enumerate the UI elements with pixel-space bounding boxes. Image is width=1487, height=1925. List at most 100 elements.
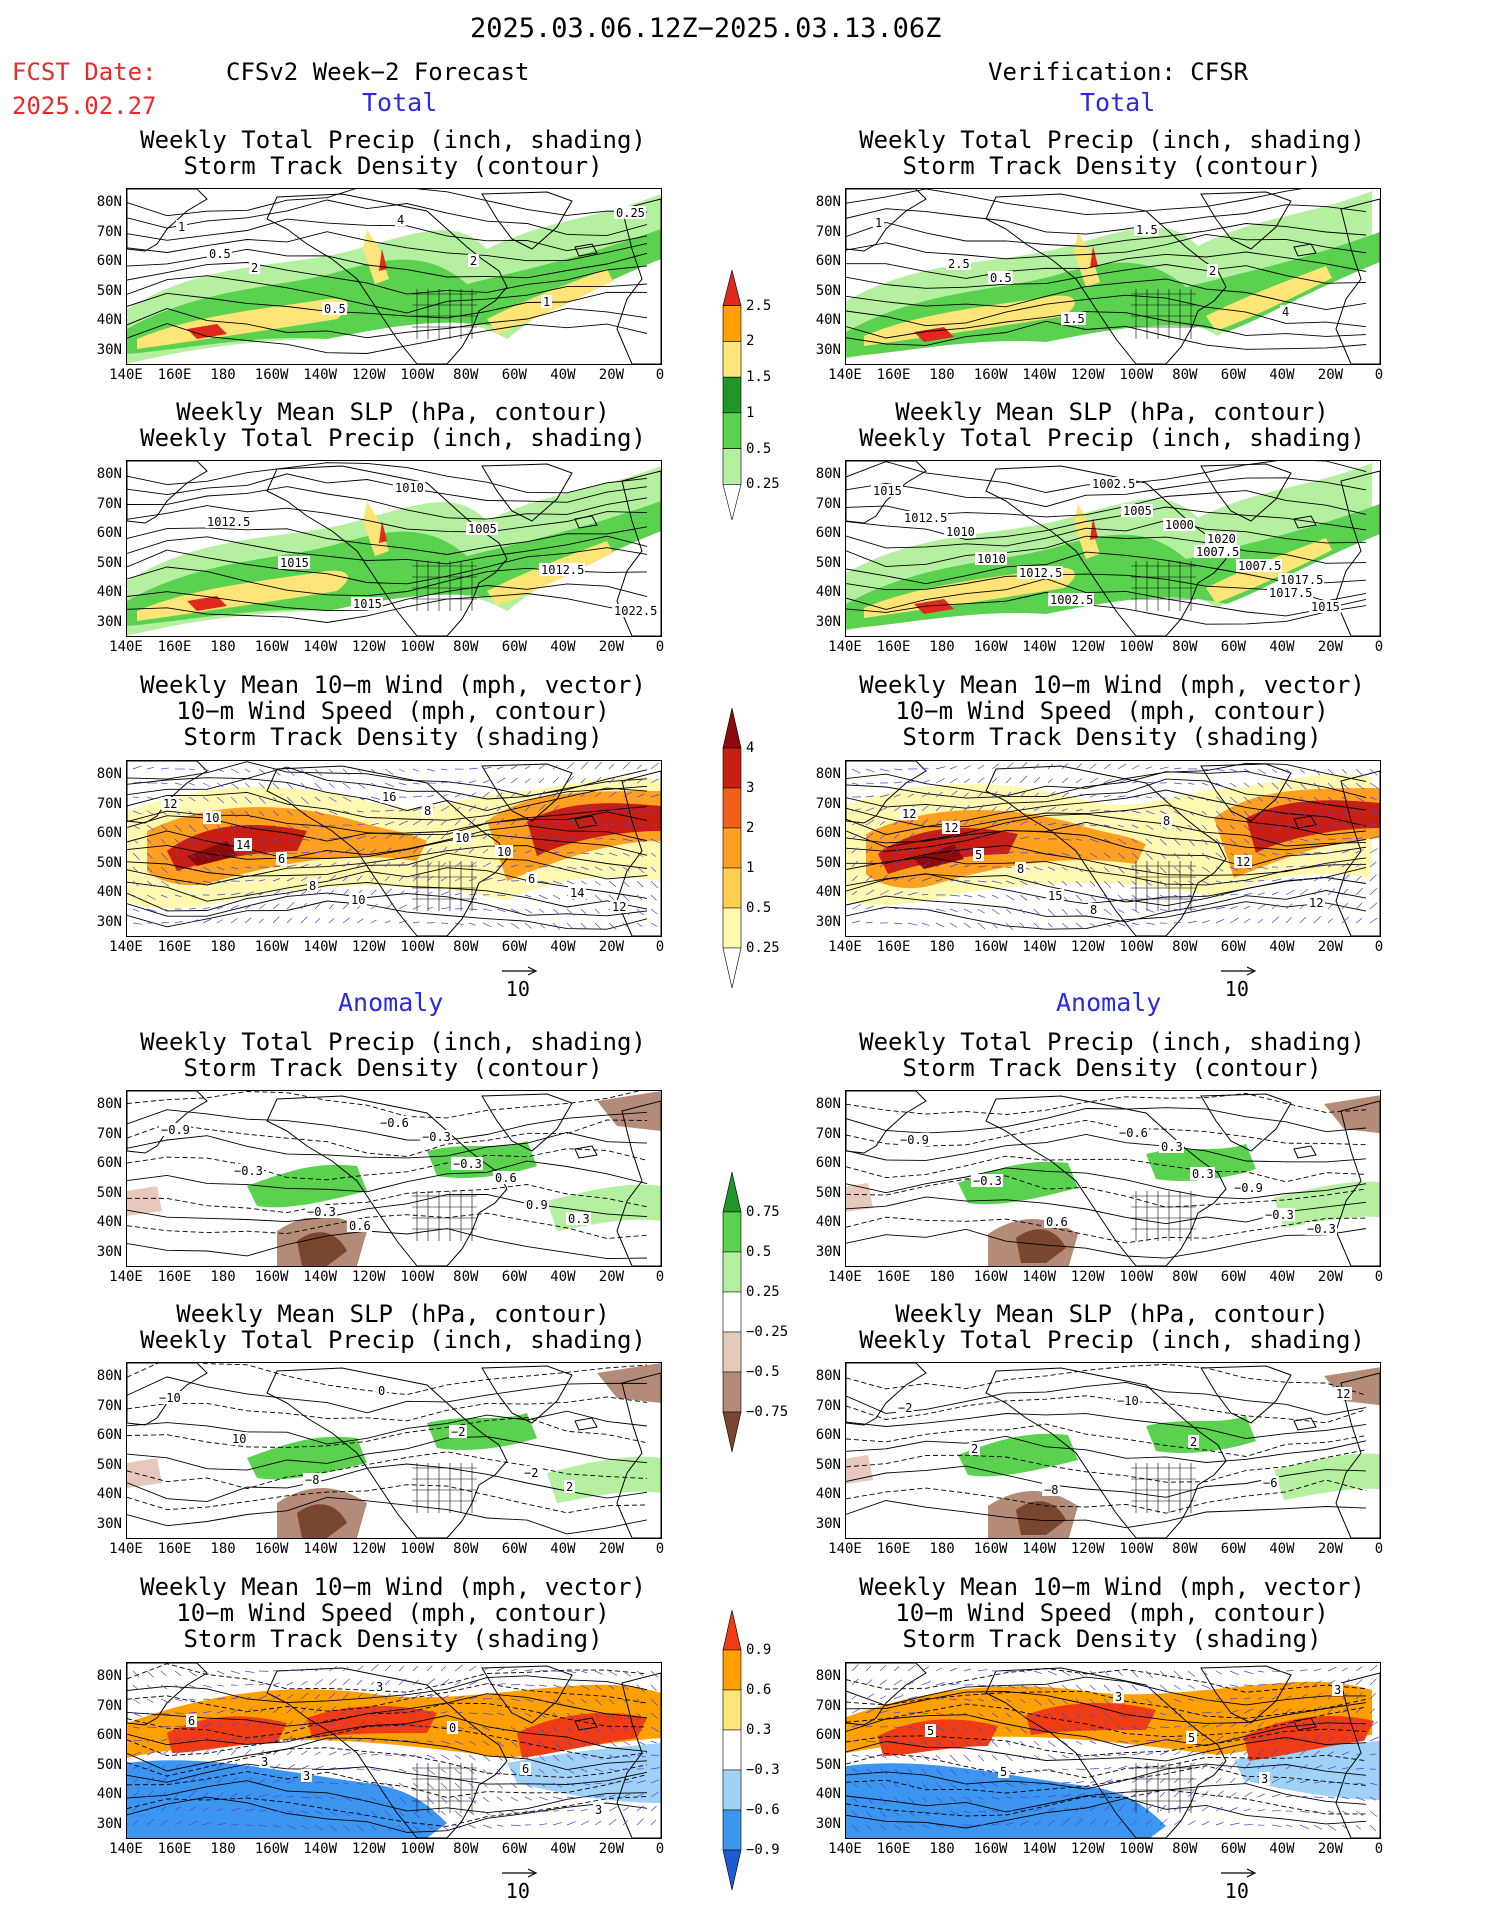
wind-vector [342,1782,350,1785]
wind-vector [921,848,927,854]
lon-tick-label: 20W [1317,939,1344,955]
wind-vector [991,835,999,840]
wind-vector [230,810,238,818]
lon-tick-label: 0 [1374,1841,1384,1857]
wind-vector [146,852,153,859]
wind-vector [314,782,323,790]
wind-vector [991,850,1000,854]
contour-label-text: 1015 [873,484,902,498]
wind-vector [468,792,477,798]
shading-region [297,1232,347,1266]
wind-vector [258,796,266,804]
contour-label: 0.6 [493,1171,518,1185]
lat-tick-label: 70N [96,495,122,512]
lon-tick-label: 140W [303,939,338,955]
colorbar-segment [722,1809,742,1851]
wind-vector [1257,1696,1265,1700]
wind-vector [160,852,168,861]
contour-label-text: 2 [566,1480,573,1494]
contour-label-bg [900,807,918,820]
shading-region [1244,1716,1374,1761]
wind-vector [314,1810,323,1815]
wind-vector [1103,1712,1112,1720]
wind-vector [580,1768,588,1773]
lon-tick-label: 120W [1070,367,1105,383]
contour-label-bg [420,1130,452,1143]
wind-vector [935,1810,942,1815]
wind-vector [594,866,603,871]
wind-vector [1229,905,1238,910]
wind-vector [1005,1726,1012,1733]
wind-vector [132,810,142,815]
wind-vector [1271,1777,1281,1784]
wind-vector [132,1739,143,1742]
wind-vector [342,836,352,840]
wind-vector [1257,824,1264,830]
wind-vector [244,1683,254,1686]
contour-line [127,1396,648,1422]
colorbar-segment [722,947,742,988]
wind-vector [440,768,448,771]
wind-vector [1089,866,1097,873]
wind-vector [893,794,901,798]
contour-label-bg [1161,814,1172,827]
wind-vector [230,1735,237,1742]
contour-label: 1005 [1121,504,1153,518]
lat-tick-label: 40N [96,312,122,328]
wind-vector [608,823,616,826]
wind-vector [1047,1795,1056,1798]
map-svg: −22−8−102−612 [846,1363,1380,1538]
wind-vector [244,1670,255,1673]
wind-vector [594,822,604,826]
wind-vector [174,824,183,832]
wind-vector [1075,1781,1085,1784]
contour-label-text: 2 [470,254,477,268]
wind-vector [174,852,180,858]
wind-vector [1047,1768,1054,1772]
wind-vector [893,1726,903,1729]
contour-label-text: 6 [278,852,285,866]
wind-vector [1271,810,1280,819]
wind-vector [384,1723,392,1728]
wind-vector [174,1806,181,1812]
wind-vector [160,921,170,924]
contour-line [127,462,648,494]
contour-label: 2 [468,254,479,268]
lat-tick-label: 50N [815,1184,841,1201]
wind-vector [1103,1670,1110,1676]
right-column-title: Verification: CFSR [988,58,1249,86]
contour-label: 8 [422,804,433,818]
lon-tick-label: 20W [598,1841,625,1857]
wind-vector [538,804,546,812]
lon-tick-label: 40W [550,367,576,383]
wind-vector [538,850,547,854]
colorbar-segment [722,1371,742,1413]
contour-label-text: 1002.5 [1050,593,1093,607]
lat-tick-label: 60N [96,1155,122,1171]
wind-vector [1327,918,1333,924]
wind-vector [1005,1796,1013,1799]
wind-vector [132,1820,139,1826]
wind-vector [272,838,280,842]
wind-vector [482,877,493,882]
wind-vector [468,1824,476,1829]
wind-vector [412,1754,422,1758]
wind-vector [202,918,212,924]
contour-label-text: 8 [1090,903,1097,917]
wind-vector [202,1776,211,1784]
wind-vector [1299,1707,1306,1714]
coastline [616,470,661,636]
contour-label: −10 [157,1391,182,1405]
shading-region [1246,800,1380,853]
lat-tick-label: 30N [96,1815,122,1832]
wind-vector [879,1754,887,1759]
wind-vector [1243,918,1251,924]
wind-vector [426,1665,433,1672]
wind-vector [622,838,633,842]
wind-vector [921,1740,928,1745]
wind-vector [1257,1684,1267,1686]
wind-vector [202,838,210,845]
wind-vector [342,1722,349,1728]
